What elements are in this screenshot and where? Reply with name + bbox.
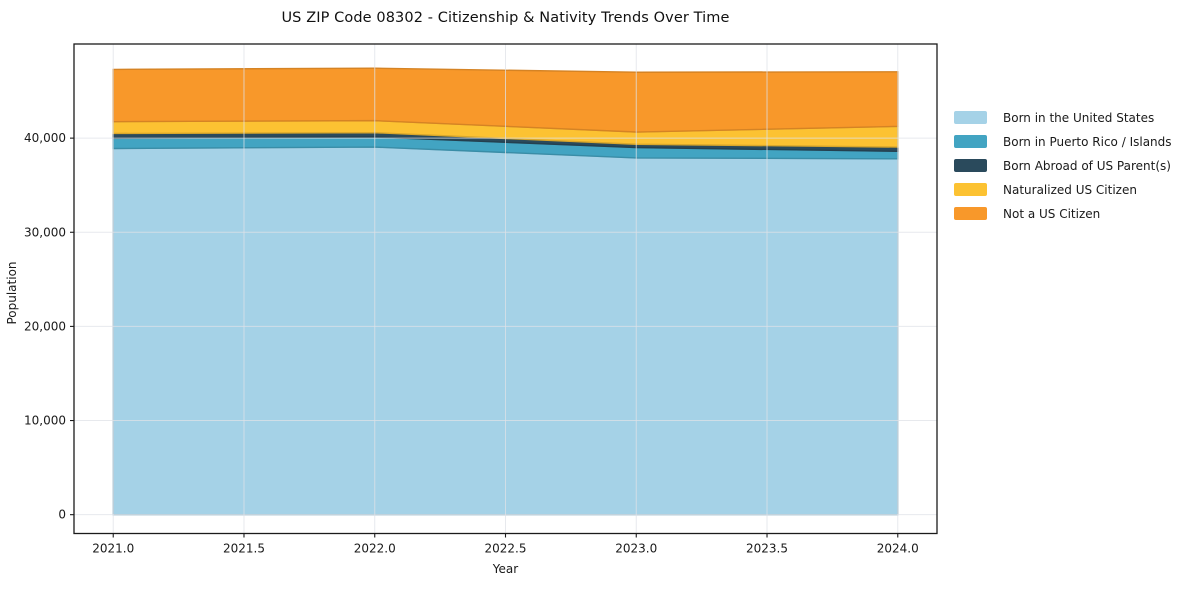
legend-label: Born Abroad of US Parent(s) — [1003, 158, 1171, 173]
x-tick-label: 2023.0 — [615, 542, 657, 556]
legend: Born in the United States Born in Puerto … — [954, 109, 1172, 223]
legend-label: Born in the United States — [1003, 110, 1155, 125]
legend-label: Born in Puerto Rico / Islands — [1003, 134, 1172, 149]
x-tick-label: 2021.0 — [92, 542, 134, 556]
y-tick-label: 40,000 — [24, 131, 66, 145]
x-tick-label: 2023.5 — [746, 542, 788, 556]
y-tick-label: 0 — [58, 508, 66, 522]
legend-swatch-icon — [954, 183, 987, 197]
x-tick-label: 2024.0 — [877, 542, 919, 556]
chart-title: US ZIP Code 08302 - Citizenship & Nativi… — [281, 10, 730, 26]
x-axis-label: Year — [492, 562, 519, 576]
legend-item-not-a-us-citizen: Not a US Citizen — [954, 205, 1172, 223]
legend-swatch-icon — [954, 111, 987, 125]
x-tick-label: 2022.5 — [485, 542, 527, 556]
y-tick-label: 20,000 — [24, 319, 66, 333]
legend-label: Not a US Citizen — [1003, 206, 1101, 221]
legend-item-born-in-the-united-states: Born in the United States — [954, 109, 1172, 127]
legend-swatch-icon — [954, 159, 987, 173]
x-tick-label: 2022.0 — [354, 542, 396, 556]
y-tick-label: 10,000 — [24, 414, 66, 428]
legend-item-born-in-puerto-rico-islands: Born in Puerto Rico / Islands — [954, 133, 1172, 151]
legend-swatch-icon — [954, 135, 987, 149]
legend-label: Naturalized US Citizen — [1003, 182, 1137, 197]
y-tick-label: 30,000 — [24, 225, 66, 239]
legend-item-naturalized-us-citizen: Naturalized US Citizen — [954, 181, 1172, 199]
x-tick-label: 2021.5 — [223, 542, 265, 556]
legend-item-born-abroad-of-us-parent-s: Born Abroad of US Parent(s) — [954, 157, 1172, 175]
legend-swatch-icon — [954, 207, 987, 221]
y-axis-label: Population — [5, 261, 19, 325]
